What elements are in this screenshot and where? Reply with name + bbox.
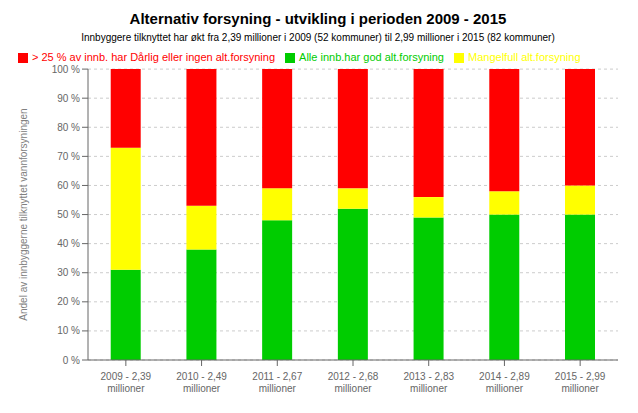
svg-text:70 %: 70 % bbox=[57, 151, 80, 162]
svg-text:40 %: 40 % bbox=[57, 238, 80, 249]
svg-text:20 %: 20 % bbox=[57, 296, 80, 307]
svg-text:Andel av innbyggerne tilknytte: Andel av innbyggerne tilknyttet vannfors… bbox=[18, 108, 29, 320]
html-text:Alle innb.har god alt.forsynin: Alle innb.har god alt.forsyning bbox=[299, 51, 444, 63]
svg-text:60 %: 60 % bbox=[57, 180, 80, 191]
svg-text:0 %: 0 % bbox=[63, 355, 80, 366]
svg-text:2014 - 2,89millioner: 2014 - 2,89millioner bbox=[479, 371, 530, 394]
svg-text:2011 - 2,67millioner: 2011 - 2,67millioner bbox=[252, 371, 302, 394]
svg-text:2010 - 2,49millioner: 2010 - 2,49millioner bbox=[176, 371, 227, 394]
svg-text:50 %: 50 % bbox=[57, 209, 80, 220]
svg-text:80 %: 80 % bbox=[57, 122, 80, 133]
svg-text:100 %: 100 % bbox=[52, 64, 80, 75]
svg-text:2013 - 2,83millioner: 2013 - 2,83millioner bbox=[403, 371, 454, 394]
svg-text:30 %: 30 % bbox=[57, 267, 80, 278]
svg-text:2012 - 2,68millioner: 2012 - 2,68millioner bbox=[328, 371, 379, 394]
svg-text:2009 - 2,39millioner: 2009 - 2,39millioner bbox=[101, 371, 152, 394]
svg-text:10 %: 10 % bbox=[57, 325, 80, 336]
html-text:Innbyggere tilknyttet har økt: Innbyggere tilknyttet har økt fra 2,39 m… bbox=[81, 32, 555, 43]
html-text:> 25 % av innb. har Dårlig ell: > 25 % av innb. har Dårlig eller ingen a… bbox=[32, 51, 276, 63]
html-text:Mangelfull alt.forsyning: Mangelfull alt.forsyning bbox=[468, 51, 581, 63]
html-text:Alternativ forsyning - utvikli: Alternativ forsyning - utvikling i perio… bbox=[129, 10, 507, 27]
svg-text:90 %: 90 % bbox=[57, 93, 80, 104]
svg-text:2015 - 2,99millioner: 2015 - 2,99millioner bbox=[555, 371, 606, 394]
